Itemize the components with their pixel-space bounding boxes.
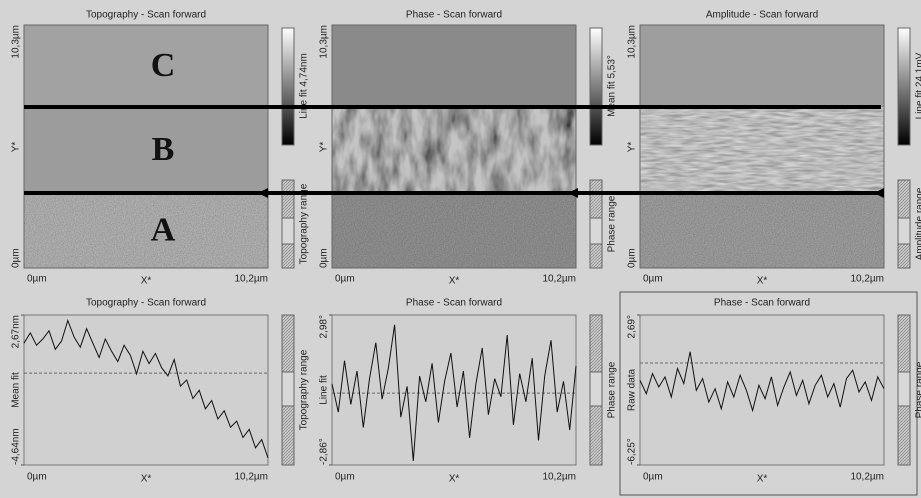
y-tick-label: 2,98° <box>319 315 330 338</box>
range-window <box>897 371 911 407</box>
image-title: Amplitude - Scan forward <box>706 10 818 21</box>
y-bottom-label: 0µm <box>627 248 638 268</box>
y-axis-label: Line fit <box>319 375 330 405</box>
x-axis-label: X* <box>141 276 152 287</box>
scan-region <box>24 25 268 107</box>
x-right-label: 10,2µm <box>850 274 884 285</box>
x-axis-label: X* <box>141 474 152 485</box>
profile-title: Topography - Scan forward <box>86 298 206 309</box>
range-label: Amplitude range <box>915 187 921 260</box>
y-axis-label: Y* <box>11 142 22 153</box>
colorbar-label: Line fit 4,74nm <box>299 53 310 119</box>
image-border <box>639 24 885 269</box>
y-top-label: 10,3µm <box>627 25 638 59</box>
range-label: Topography range <box>299 349 310 430</box>
scan-region <box>332 25 576 107</box>
section-arrow <box>568 188 578 198</box>
colorbar <box>589 27 603 146</box>
range-label: Phase range <box>915 361 921 418</box>
image-border <box>23 24 269 269</box>
region-label: A <box>151 211 176 248</box>
plot-area <box>23 314 269 466</box>
x-axis-label: X* <box>757 276 768 287</box>
plot-area <box>639 314 885 466</box>
colorbar <box>281 27 295 146</box>
y-tick-label: -4,64nm <box>11 428 22 465</box>
y-bottom-label: 0µm <box>11 248 22 268</box>
range-window <box>589 217 603 245</box>
region-label: C <box>151 47 176 84</box>
y-top-label: 10,3µm <box>11 25 22 59</box>
y-tick-label: -6,25° <box>627 438 638 465</box>
x-left-label: 0µm <box>335 472 355 483</box>
profile-line <box>331 324 577 461</box>
y-bottom-label: 0µm <box>319 248 330 268</box>
range-window <box>589 371 603 407</box>
x-right-label: 10,2µm <box>850 472 884 483</box>
colorbar-label: Mean fit 5,53° <box>607 55 618 117</box>
x-right-label: 10,2µm <box>542 472 576 483</box>
range-label: Topography range <box>299 183 310 264</box>
scan-region <box>24 107 268 193</box>
y-tick-label: 2,67nm <box>11 315 22 348</box>
x-left-label: 0µm <box>643 274 663 285</box>
x-right-label: 10,2µm <box>234 472 268 483</box>
x-axis-label: X* <box>449 276 460 287</box>
colorbar-label: Line fit 24,1mV <box>915 52 921 119</box>
profile-line <box>23 318 269 459</box>
section-arrow <box>258 188 268 198</box>
range-window <box>281 371 295 407</box>
scan-region <box>640 25 884 107</box>
scan-region <box>640 193 884 268</box>
y-axis-label: Y* <box>319 142 330 153</box>
x-axis-label: X* <box>449 474 460 485</box>
scan-region <box>640 107 884 193</box>
scan-region <box>24 193 268 268</box>
section-arrow <box>874 188 884 198</box>
y-axis-label: Mean fit <box>11 372 22 408</box>
scan-region <box>332 193 576 268</box>
y-tick-label: 2,69° <box>627 315 638 338</box>
range-label: Phase range <box>607 361 618 418</box>
colorbar <box>897 27 911 146</box>
image-title: Topography - Scan forward <box>86 10 206 21</box>
image-border <box>331 24 577 269</box>
y-axis-label: Y* <box>627 142 638 153</box>
x-right-label: 10,2µm <box>234 274 268 285</box>
x-right-label: 10,2µm <box>542 274 576 285</box>
range-window <box>281 217 295 245</box>
x-left-label: 0µm <box>643 472 663 483</box>
profile-line <box>639 351 885 413</box>
image-title: Phase - Scan forward <box>406 10 502 21</box>
x-axis-label: X* <box>757 474 768 485</box>
scan-region <box>332 107 576 193</box>
x-left-label: 0µm <box>335 274 355 285</box>
y-top-label: 10,3µm <box>319 25 330 59</box>
x-left-label: 0µm <box>27 472 47 483</box>
range-label: Phase range <box>607 195 618 252</box>
x-left-label: 0µm <box>27 274 47 285</box>
range-window <box>897 217 911 245</box>
profile-title: Phase - Scan forward <box>714 298 810 309</box>
selected-frame <box>619 291 918 496</box>
y-axis-label: Raw data <box>627 368 638 411</box>
plot-area <box>331 314 577 466</box>
profile-title: Phase - Scan forward <box>406 298 502 309</box>
y-tick-label: -2,86° <box>319 438 330 465</box>
region-label: B <box>152 131 175 168</box>
